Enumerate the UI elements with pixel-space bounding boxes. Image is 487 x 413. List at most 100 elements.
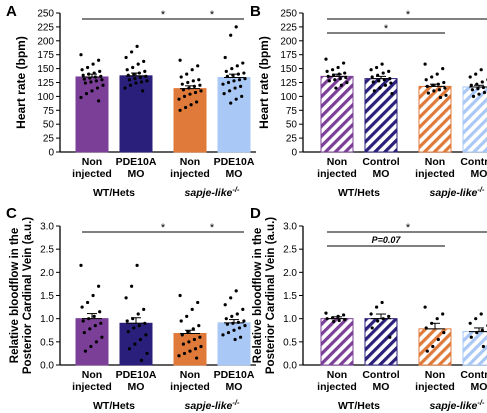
data-point — [177, 97, 181, 101]
data-point — [128, 83, 133, 87]
bar — [418, 328, 452, 366]
data-point — [444, 93, 448, 97]
y-tick-label: 150 — [37, 64, 54, 75]
data-point — [333, 78, 337, 82]
group-label-superscript: -/- — [477, 185, 485, 194]
significance-label: * — [406, 222, 411, 234]
data-point — [475, 82, 479, 86]
data-point — [181, 342, 185, 346]
data-point — [184, 105, 188, 110]
data-point — [338, 77, 342, 81]
data-point — [188, 92, 192, 96]
y-tick-label: 25 — [43, 134, 55, 145]
data-point — [424, 78, 428, 82]
y-tick-label: 0.0 — [283, 361, 297, 372]
data-point — [435, 72, 439, 76]
data-point — [178, 58, 182, 62]
data-point — [344, 75, 348, 80]
data-point — [380, 300, 384, 305]
data-point — [442, 80, 446, 85]
data-point — [339, 83, 343, 87]
y-axis-label-line: Relative bloodflow in the — [9, 228, 21, 363]
x-tick-label: MO — [128, 381, 145, 393]
data-point — [177, 354, 181, 358]
bar — [462, 86, 487, 153]
data-point — [138, 75, 142, 80]
x-tick-label: MO — [471, 381, 487, 393]
data-point — [438, 95, 443, 100]
chart-panel-b: B 0 25 50 75 100 125 150 175 200 225 250 Heart rate … — [250, 3, 487, 199]
data-point — [387, 69, 391, 73]
chart-panel-a: A 0 25 50 75 100 125 150 175 200 225 250 Heart rate … — [6, 3, 256, 199]
data-point — [224, 69, 228, 73]
significance-label: * — [210, 9, 215, 21]
data-point — [92, 314, 96, 318]
data-point — [234, 289, 238, 293]
data-point — [79, 95, 83, 100]
data-point — [430, 75, 434, 79]
group-label: sapje-like-/- — [430, 185, 485, 199]
data-point — [225, 74, 229, 78]
x-tick-label: MO — [226, 381, 243, 393]
data-point — [197, 78, 201, 82]
bar — [364, 318, 398, 366]
data-point — [193, 90, 198, 95]
data-point — [193, 347, 198, 351]
group-label-text: WT/Hets — [93, 187, 135, 199]
data-point — [233, 337, 237, 342]
x-tick-label: Non — [82, 369, 102, 381]
data-point — [87, 72, 91, 76]
data-point — [480, 80, 484, 84]
y-tick-label: 200 — [37, 36, 54, 47]
data-point — [143, 69, 147, 73]
bar — [462, 331, 487, 366]
x-tick-label: injected — [415, 168, 455, 180]
data-point — [178, 108, 182, 112]
data-point — [130, 50, 134, 54]
data-point — [436, 337, 440, 342]
data-point — [127, 78, 131, 82]
data-point — [342, 61, 346, 65]
data-point — [228, 89, 232, 93]
chart-panel-c: C 0.0 0.5 1.0 1.5 2.0 2.5 3.0 Relative bloodflow… — [6, 205, 256, 412]
data-point — [441, 67, 445, 71]
group-label-text: sapje-like — [185, 187, 233, 199]
data-point — [135, 44, 139, 48]
data-point — [388, 335, 392, 339]
data-point — [98, 310, 102, 314]
data-point — [343, 71, 347, 75]
data-point — [87, 317, 91, 321]
data-point — [130, 284, 134, 288]
data-point — [131, 317, 135, 321]
data-point — [481, 344, 485, 349]
data-point — [369, 312, 373, 316]
data-point — [376, 319, 380, 323]
data-point — [334, 86, 338, 90]
data-point — [139, 358, 144, 362]
bar — [75, 76, 109, 153]
x-tick-label: Non — [327, 156, 347, 168]
y-tick-label: 2.0 — [283, 268, 297, 279]
y-axis-label: Relative bloodflow in thePosterior Cardi… — [9, 217, 34, 374]
data-point — [82, 77, 86, 81]
data-point — [95, 86, 100, 90]
y-tick-label: 125 — [37, 78, 54, 89]
data-point — [90, 89, 94, 93]
y-tick-label: 200 — [280, 36, 297, 47]
data-point — [331, 316, 335, 320]
data-point — [137, 324, 141, 328]
data-point — [345, 80, 349, 85]
data-point — [423, 62, 427, 66]
y-tick-label: 1.5 — [283, 291, 297, 302]
y-tick-label: 2.0 — [40, 268, 54, 279]
data-point — [482, 90, 487, 95]
data-point — [186, 80, 190, 85]
data-point — [471, 94, 476, 98]
bar — [173, 332, 207, 366]
group-label-text: WT/Hets — [93, 400, 135, 412]
data-point — [242, 71, 246, 75]
significance-label: * — [161, 222, 166, 234]
data-point — [187, 86, 191, 90]
data-point — [476, 87, 480, 91]
data-point — [198, 335, 202, 339]
